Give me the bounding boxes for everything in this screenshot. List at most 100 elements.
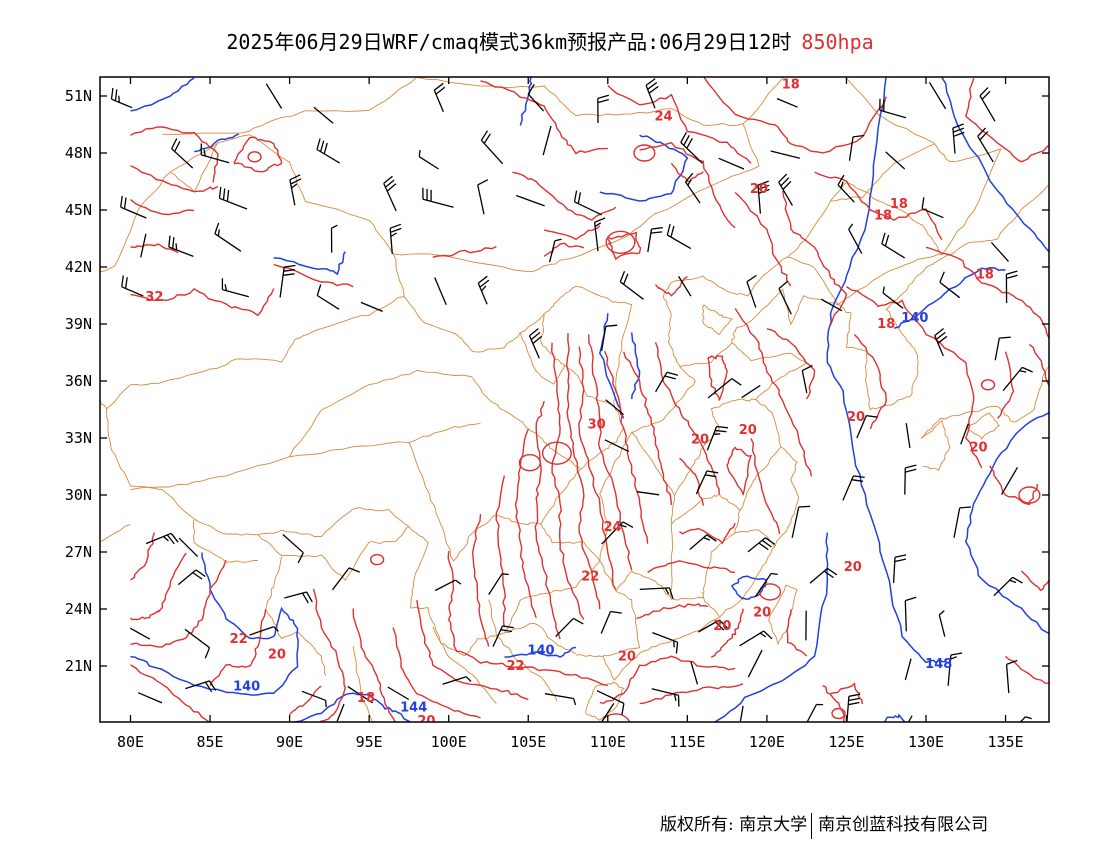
wind-barb	[678, 276, 692, 297]
boundary-line	[787, 256, 839, 306]
wind-barb	[651, 688, 680, 707]
geopotential-line	[941, 77, 1049, 253]
wind-barb	[442, 676, 472, 685]
wind-barb	[221, 278, 249, 298]
wind-barb	[990, 242, 1009, 262]
boundary-line	[702, 304, 733, 336]
wind-barb	[806, 703, 824, 722]
wind-barb	[289, 174, 302, 206]
wind-barb	[757, 180, 770, 214]
title-text: 2025年06月29日WRF/cmaq模式36km预报产品:06月29日12时	[226, 30, 792, 54]
wind-barb	[979, 87, 996, 122]
wind-barb	[418, 149, 439, 170]
wind-barb	[120, 195, 147, 219]
temperature-line	[639, 683, 744, 705]
boundary-line	[265, 556, 327, 676]
wind-barb	[905, 423, 911, 448]
temperature-line	[130, 165, 219, 193]
temperature-cell	[247, 151, 262, 163]
temperature-line	[636, 603, 709, 620]
temperature-line	[416, 600, 529, 701]
wind-barb	[856, 414, 878, 439]
temperature-line	[782, 190, 848, 326]
wind-barb	[791, 505, 811, 538]
temperature-line	[130, 560, 227, 648]
boundary-line	[504, 523, 601, 634]
temperature-line	[514, 429, 537, 619]
contour-label: 140	[901, 311, 928, 326]
wind-barb	[776, 98, 798, 108]
contour-label: 18	[877, 317, 895, 332]
contour-label: 140	[233, 680, 260, 695]
wind-barb	[939, 271, 961, 299]
wind-barb	[601, 521, 634, 545]
wind-barb	[330, 224, 338, 253]
temperature-line	[639, 141, 736, 229]
wind-barb	[697, 619, 728, 633]
lat-tick-label: 24N	[65, 600, 92, 618]
temperature-line	[925, 246, 1049, 340]
temperature-line	[734, 308, 813, 477]
boundary-line	[599, 431, 676, 600]
wind-barb	[600, 610, 622, 634]
contour-label: 30	[588, 418, 606, 433]
wind-barb	[928, 81, 947, 110]
map-title: 2025年06月29日WRF/cmaq模式36km预报产品:06月29日12时 8…	[0, 26, 1100, 55]
temperature-line	[130, 532, 156, 581]
wind-barb	[528, 328, 543, 359]
contour-label: 18	[976, 267, 994, 282]
wind-barb	[214, 222, 242, 252]
temperature-cell	[541, 441, 572, 465]
wind-barb	[1005, 270, 1018, 304]
wind-barb	[652, 631, 679, 654]
wind-barb	[739, 705, 744, 722]
wind-barb	[689, 534, 717, 550]
wind-barb	[921, 197, 944, 219]
wind-barb	[904, 464, 917, 495]
temperature-line	[129, 552, 187, 621]
wind-barb	[960, 423, 969, 445]
temperature-line	[1021, 570, 1049, 592]
wind-barb	[947, 652, 963, 686]
wind-barb	[145, 532, 179, 545]
wind-barb	[600, 324, 618, 352]
lon-tick-label: 115E	[669, 733, 705, 751]
wind-barb	[485, 730, 512, 741]
temperature-line	[130, 126, 219, 183]
temperature-line	[989, 465, 1039, 506]
geopotential-line	[964, 411, 1049, 635]
boundary-line	[403, 285, 633, 562]
footer-divider	[811, 812, 813, 839]
wind-barb	[994, 336, 1011, 361]
wind-barb	[882, 286, 904, 309]
temperature-line	[786, 609, 808, 657]
boundary-line	[130, 422, 481, 491]
wind-barb	[284, 591, 313, 604]
wind-barb	[171, 138, 194, 169]
wind-barb	[316, 138, 341, 164]
wind-barb	[492, 625, 514, 647]
wind-barb	[904, 658, 912, 681]
temperature-line	[130, 199, 195, 216]
temperature-line	[352, 608, 397, 722]
wind-barb	[636, 491, 660, 496]
copyright-footer: 版权所有: 南京大学 南京创蓝科技有限公司	[660, 810, 988, 839]
wind-barb	[1019, 716, 1032, 722]
wind-barb	[387, 686, 410, 701]
contour-label: 20	[969, 440, 987, 455]
contour-label: 32	[145, 290, 163, 305]
lon-tick-label: 95E	[356, 733, 383, 751]
wind-barb	[178, 537, 199, 558]
temperature-line	[726, 446, 753, 496]
wind-barb	[718, 157, 745, 170]
contour-label: 24	[654, 110, 672, 125]
lon-tick-label: 80E	[117, 733, 144, 751]
temperature-line	[432, 245, 497, 258]
temperature-line	[623, 351, 673, 506]
wind-barb	[605, 399, 625, 416]
wind-barb	[885, 151, 906, 170]
contour-label: 18	[890, 197, 908, 212]
lat-tick-label: 45N	[65, 201, 92, 219]
boundary-line	[674, 398, 756, 496]
wind-barb	[604, 439, 630, 453]
